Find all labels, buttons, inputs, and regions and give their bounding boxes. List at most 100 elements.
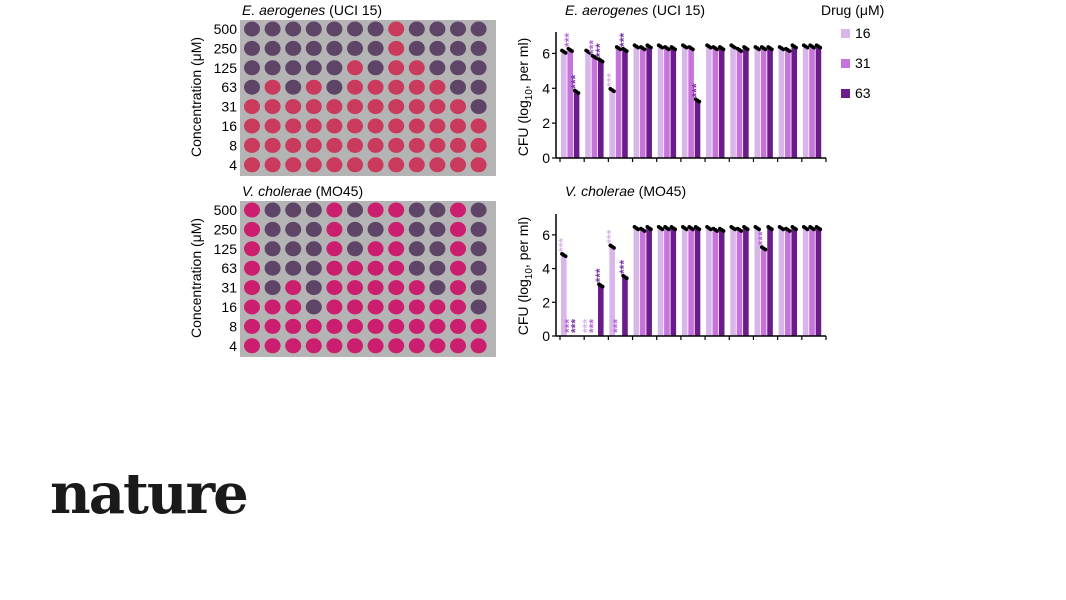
plate-bottom-well [450,338,466,354]
plate-bottom-well [326,260,343,276]
plate-top-row-label: 500 [214,21,238,37]
bars-top-data-point [745,47,750,52]
plate-top-well [388,118,405,134]
plate-bottom-well [450,202,466,218]
bars-top-bar [802,46,809,159]
plate-bottom-well [264,202,281,218]
plate-top-well [244,21,260,37]
bars-bottom-bar [681,228,688,336]
plate-bottom-well [367,318,384,334]
plate-top-well [244,40,260,56]
bars-top-y-tick-label: 0 [542,150,550,166]
bars-bottom-bar [688,228,694,336]
bars-bottom-panel: V. cholerae (MO45) CFU (log10, per ml) *… [515,183,827,344]
plate-bottom-well [305,202,322,218]
bars-bottom-data-point [563,254,568,259]
bars-top-data-point [570,49,574,54]
plate-top-well [470,60,487,76]
plate-top-well [264,79,281,95]
bars-top-bar [706,46,712,159]
plate-top-well [388,40,405,56]
plate-top-well [264,99,281,115]
plate-bottom-well [429,280,446,296]
bars-top-panel: E. aerogenes (UCI 15) CFU (log10, per ml… [515,2,827,166]
plate-bottom-well [450,260,466,276]
bars-top-data-point [769,47,774,52]
bars-top-bar [743,48,749,159]
plate-bottom-well [305,338,322,354]
bars-bottom-data-point [745,227,750,232]
plate-bottom-well [408,280,425,296]
plate-top-well [367,79,384,95]
bars-bottom-significance-stars: *** [617,260,631,274]
bars-bottom-data-point [818,227,823,232]
plate-bottom-row-label: 8 [229,318,237,334]
plate-bottom-well [285,221,302,237]
plate-bottom-well [429,221,446,237]
plate-top-well [244,60,260,76]
bars-top-data-point [624,49,629,54]
plate-bottom-row-label: 31 [221,280,237,296]
plate-bottom-title: V. cholerae (MO45) [242,183,363,199]
bars-bottom-bar [743,228,749,336]
plate-bottom-well [388,221,405,237]
plate-top-well [285,99,302,115]
plate-top-well [326,118,343,134]
plate-top-well [326,99,343,115]
bars-bottom-bar [802,228,809,336]
legend-item-label: 16 [855,25,871,41]
plate-bottom-well [470,299,487,315]
plate-top-well [347,40,363,56]
plate-top-well [285,118,302,134]
plate-bottom-well [367,241,384,257]
plate-bottom-well [367,280,384,296]
plate-top-well [367,21,384,37]
bars-bottom-significance-stars: *** [611,319,625,333]
plate-bottom-well [285,260,302,276]
plate-bottom-well [305,241,322,257]
bars-top-data-point [757,47,761,52]
bars-top-data-point [794,45,798,50]
plate-bottom-well [285,241,302,257]
bars-top-data-point [739,49,744,54]
plate-top-well [244,118,260,134]
plate-bottom-well [264,260,281,276]
plate-top-well [347,118,363,134]
plate-bottom-well [347,299,363,315]
plate-top-well [450,60,466,76]
plate-bottom-well [388,260,405,276]
bars-top-bar [785,49,791,158]
plate-top-well [408,99,425,115]
bars-top-significance-stars: *** [690,83,704,97]
plate-bottom-well [285,280,302,296]
bars-bottom-y-tick-label: 4 [542,261,550,277]
plate-bottom-well [347,241,363,257]
plate-bottom-well [388,280,405,296]
bars-top-bar [567,49,573,158]
bars-bottom-data-point [691,227,695,232]
plate-top-well [388,157,405,173]
bars-bottom-bar [767,228,773,336]
plate-bottom-well [388,202,405,218]
plate-bottom-well [470,338,487,354]
bars-bottom-data-point [624,276,629,281]
plate-top-well [470,40,487,56]
bars-top-bar [681,46,688,159]
bars-top-bar [561,51,567,158]
bars-top-data-point [587,50,592,55]
plate-top-well [450,99,466,115]
bars-bottom-bar [736,229,743,336]
plate-top-well [285,157,302,173]
plate-bottom-well [347,260,363,276]
plate-top-well [285,137,302,153]
plate-top-well [326,157,343,173]
bars-bottom-bar [646,228,652,336]
plate-top-well [367,40,384,56]
plate-top-title-rest: (UCI 15) [325,2,382,18]
bars-bottom-data-point [763,247,768,252]
plate-bottom-well [429,202,446,218]
plate-bottom-well [470,280,487,296]
plate-top-row-label: 63 [221,79,237,95]
bars-bottom-data-point [660,227,665,232]
plate-top-well [450,40,466,56]
